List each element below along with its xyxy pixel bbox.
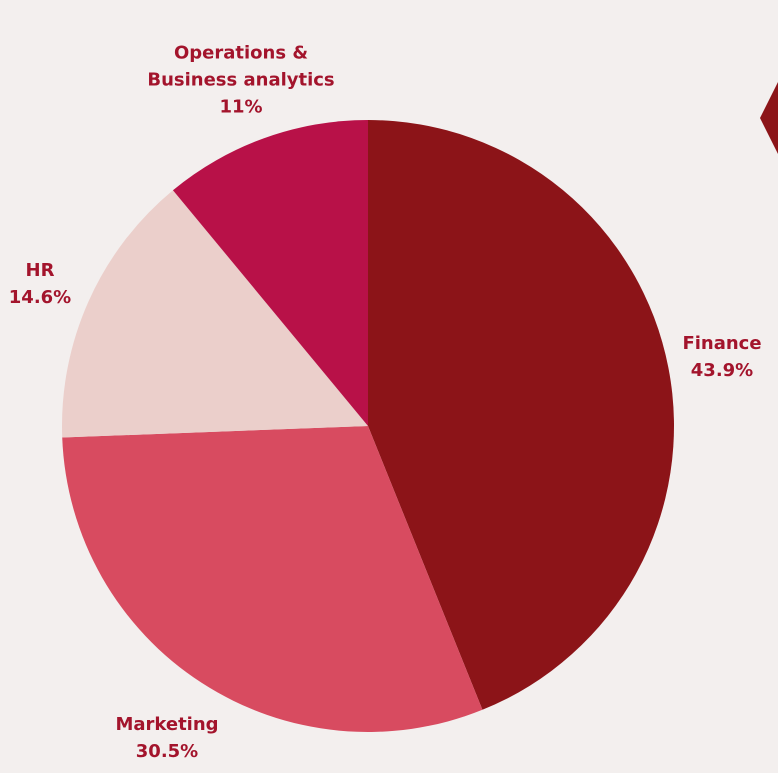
value-label: 14.6% — [0, 284, 80, 311]
value-label: 43.9% — [662, 357, 778, 384]
decoration — [760, 82, 778, 154]
category-label: HR — [0, 257, 80, 284]
page: (() => { const data = JSON.parse(documen… — [0, 0, 778, 773]
category-label: Operations & Business analytics — [146, 40, 336, 94]
value-label: 30.5% — [87, 738, 247, 765]
value-label: 11% — [146, 94, 336, 121]
chart — [0, 0, 778, 773]
category-label: Finance — [662, 330, 778, 357]
category-label: Marketing — [87, 711, 247, 738]
